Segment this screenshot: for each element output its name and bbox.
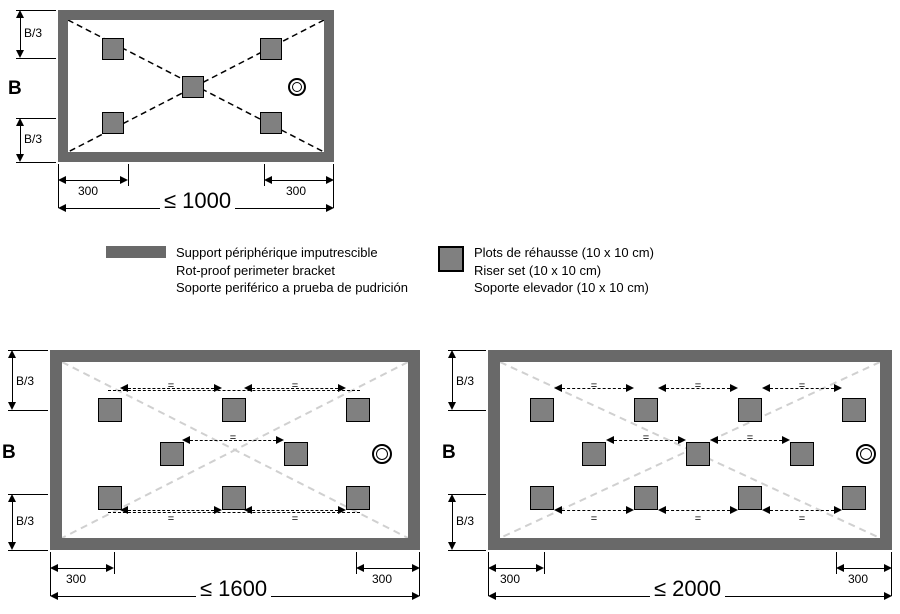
riser-plot [346,486,370,510]
dim-b3-top: B/3 [16,374,34,388]
riser-plot [530,486,554,510]
drain-hole [372,444,392,464]
legend-bracket-es: Soporte periférico a prueba de pudrición [176,279,408,297]
dim-width-small: ≤ 1000 [160,188,235,214]
riser-swatch [438,246,464,272]
riser-plot [634,486,658,510]
dim-width-large: ≤ 2000 [650,576,725,602]
riser-plot [842,398,866,422]
dim-b3-top: B/3 [24,26,42,40]
diagram-large: B/3 B/3 B = = = = = = = [446,344,896,606]
riser-plot [222,486,246,510]
dim-300-left: 300 [78,184,98,198]
legend-bracket: Support périphérique imputrescible Rot-p… [106,244,408,297]
legend-bracket-fr: Support périphérique imputrescible [176,244,408,262]
dim-width-medium: ≤ 1600 [196,576,271,602]
riser-plot [98,398,122,422]
riser-plot [102,112,124,134]
diagram-medium: B/3 B/3 B = = = = = [4,344,436,606]
legend-riser-en: Riser set (10 x 10 cm) [474,262,654,280]
bracket-swatch [106,246,166,258]
riser-plot [98,486,122,510]
riser-plot [738,398,762,422]
dim-b3-bot: B/3 [24,132,42,146]
riser-plot [260,38,282,60]
riser-plot [260,112,282,134]
drain-hole [288,78,306,96]
riser-plot [346,398,370,422]
riser-plot [738,486,762,510]
dim-300-left: 300 [500,572,520,586]
riser-plot [530,398,554,422]
dim-b: B [442,442,456,464]
riser-plot [284,442,308,466]
riser-plot [842,486,866,510]
riser-plot [582,442,606,466]
dim-300-right: 300 [286,184,306,198]
tray-medium: = = = = = [50,350,420,550]
legend-riser: Plots de réhausse (10 x 10 cm) Riser set… [438,244,654,297]
tray-small [58,10,334,162]
dim-300-right: 300 [848,572,868,586]
riser-plot [222,398,246,422]
riser-plot [182,76,204,98]
dim-b: B [2,442,16,464]
riser-plot [790,442,814,466]
riser-plot [102,38,124,60]
diagram-small: B/3 B/3 B 300 300 ≤ 1000 [10,6,350,216]
dim-b: B [8,78,22,100]
dim-300-left: 300 [66,572,86,586]
riser-plot [634,398,658,422]
dim-b3-bot: B/3 [16,514,34,528]
legend-riser-fr: Plots de réhausse (10 x 10 cm) [474,244,654,262]
legend-riser-es: Soporte elevador (10 x 10 cm) [474,279,654,297]
dim-300-right: 300 [372,572,392,586]
dim-b3-top: B/3 [456,374,474,388]
riser-plot [160,442,184,466]
drain-hole [856,444,876,464]
legend: Support périphérique imputrescible Rot-p… [106,244,654,297]
dim-b3-bot: B/3 [456,514,474,528]
tray-large: = = = = = = = = [488,350,892,550]
riser-plot [686,442,710,466]
legend-bracket-en: Rot-proof perimeter bracket [176,262,408,280]
